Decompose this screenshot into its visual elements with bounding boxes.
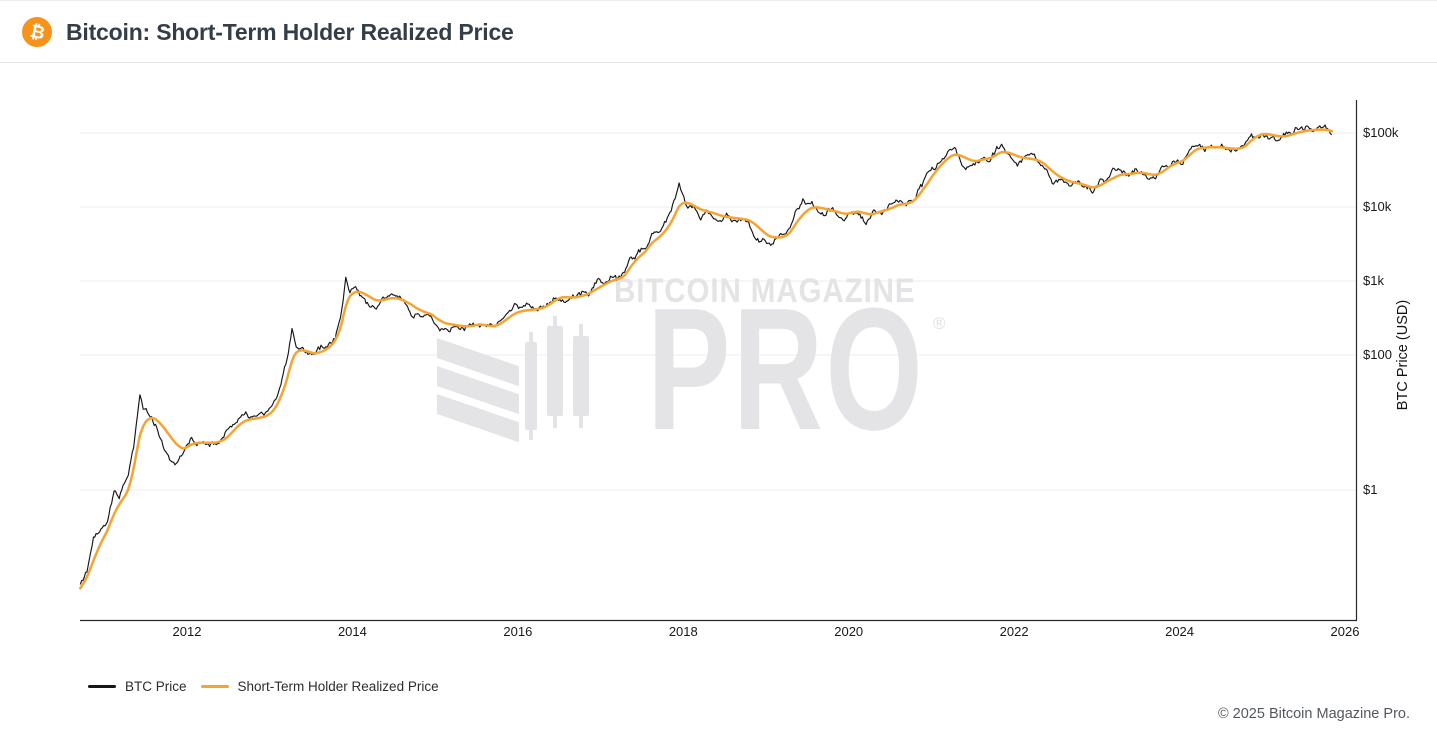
legend-swatch-sth-realized-price — [200, 685, 229, 688]
legend-label-btc-price: BTC Price — [125, 679, 187, 694]
x-axis-tick-label: 2024 — [1165, 624, 1195, 639]
legend-label-sth-realized-price: Short-Term Holder Realized Price — [237, 679, 439, 694]
legend-item-sth-realized-price[interactable]: Short-Term Holder Realized Price — [200, 679, 439, 694]
x-axis-tick-label: 2026 — [1330, 624, 1360, 639]
x-axis-tick-label: 2016 — [503, 624, 533, 639]
y-axis-tick-label: $100 — [1363, 347, 1392, 362]
x-axis-tick-label: 2012 — [172, 624, 202, 639]
y-axis-tick-label: $10k — [1363, 199, 1392, 214]
y-axis-tick-label: $100k — [1363, 125, 1399, 140]
copyright: © 2025 Bitcoin Magazine Pro. — [1217, 706, 1410, 722]
bitcoin-logo-icon: ₿ — [22, 17, 52, 47]
x-axis-tick-label: 2020 — [834, 624, 864, 639]
legend-item-btc-price[interactable]: BTC Price — [88, 679, 187, 694]
page-title: Bitcoin: Short-Term Holder Realized Pric… — [66, 19, 514, 45]
legend-swatch-btc-price — [88, 685, 116, 688]
sth-realized-price-line[interactable] — [79, 128, 1334, 590]
x-axis-tick-label: 2018 — [668, 624, 698, 639]
btc-price-line[interactable] — [79, 124, 1333, 585]
x-axis-tick-label: 2022 — [999, 624, 1029, 639]
y-axis-tick-label: $1 — [1363, 482, 1378, 497]
chart-header: ₿ Bitcoin: Short-Term Holder Realized Pr… — [0, 0, 1437, 63]
y-axis-tick-label: $1k — [1363, 273, 1384, 288]
legend: BTC Price Short-Term Holder Realized Pri… — [88, 679, 439, 694]
y-axis-title: BTC Price (USD) — [1395, 299, 1411, 411]
x-axis-tick-label: 2014 — [337, 624, 367, 639]
